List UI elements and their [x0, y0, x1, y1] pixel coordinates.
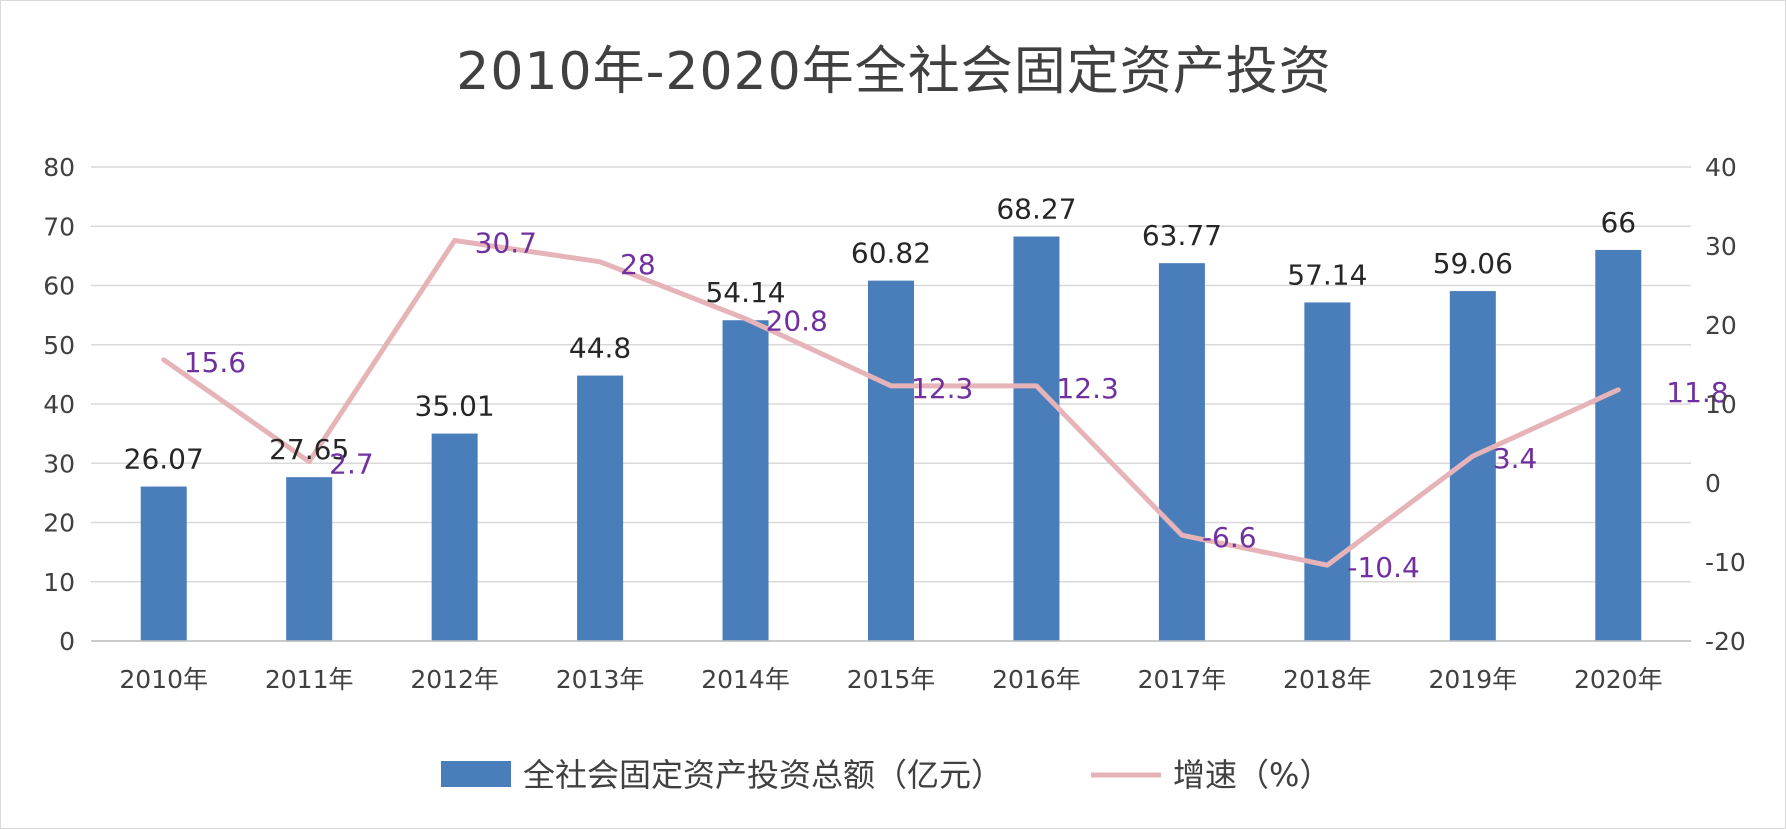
x-tick-label: 2016年	[992, 665, 1081, 694]
x-tick-label: 2012年	[410, 665, 499, 694]
y-left-tick-label: 0	[59, 627, 75, 656]
bar-data-label: 26.07	[124, 443, 204, 476]
chart-title: 2010年-2020年全社会固定资产投资	[456, 42, 1332, 102]
y-right-tick-label: 0	[1705, 469, 1721, 498]
line-series	[161, 237, 1621, 568]
y-right-tick-label: 10	[1705, 390, 1737, 419]
y-right-tick-label: -20	[1705, 627, 1746, 656]
line-data-label: 28	[620, 248, 656, 281]
bar-data-label: 57.14	[1287, 258, 1367, 291]
y-right-tick-label: -10	[1705, 548, 1746, 577]
bar-data-label: 27.65	[269, 433, 349, 466]
x-tick-label: 2020年	[1574, 665, 1663, 694]
bar-data-label: 44.8	[569, 332, 631, 365]
line-data-label: 3.4	[1493, 442, 1538, 475]
line-data-label: -10.4	[1347, 551, 1419, 584]
y-left-tick-label: 80	[43, 153, 75, 182]
bar	[140, 486, 187, 641]
y-left-tick-label: 20	[43, 509, 75, 538]
bar-data-label: 66	[1600, 206, 1636, 239]
bar-data-label: 63.77	[1142, 219, 1222, 252]
growth-line	[161, 237, 1621, 568]
x-tick-label: 2017年	[1138, 665, 1227, 694]
x-tick-label: 2014年	[701, 665, 790, 694]
bar-data-label: 60.82	[851, 237, 931, 270]
bar	[431, 433, 478, 641]
line-data-label: 11.8	[1666, 376, 1728, 409]
bar-data-label: 68.27	[996, 193, 1076, 226]
bar	[868, 280, 914, 641]
line-data-labels: 15.6 2.7 30.7 28 20.8 12.3 12.3 -6.6 -10.4 3.4 11.…	[184, 226, 1729, 584]
line-data-label: 12.3	[1056, 372, 1118, 405]
y-left-tick-label: 70	[43, 212, 75, 241]
x-tick-label: 2015年	[847, 665, 936, 694]
y-left-tick-label: 10	[43, 568, 75, 597]
legend-line-label: 增速（%）	[1173, 756, 1331, 794]
line-data-label: 30.7	[475, 226, 537, 259]
x-tick-label: 2013年	[556, 665, 645, 694]
line-data-label: -6.6	[1202, 521, 1257, 554]
y-left-tick-label: 30	[43, 449, 75, 478]
legend-bar-swatch	[441, 761, 511, 787]
bar-data-labels: 26.07 27.65 35.01 44.8 54.14 60.82 68.27 63.77 5…	[124, 193, 1636, 476]
line-data-label: 15.6	[184, 346, 246, 379]
y-left-tick-label: 40	[43, 390, 75, 419]
bar	[1013, 236, 1060, 641]
y-left-tick-label: 60	[43, 272, 75, 301]
legend: 全社会固定资产投资总额（亿元） 增速（%）	[441, 756, 1331, 794]
y-right-tick-label: 30	[1705, 232, 1737, 261]
bar-data-label: 59.06	[1433, 247, 1513, 280]
bar-data-label: 35.01	[415, 390, 495, 423]
bar	[286, 477, 333, 641]
bar	[577, 375, 624, 641]
y-left-tick-label: 50	[43, 331, 75, 360]
y-right-tick-label: 20	[1705, 311, 1737, 340]
bar	[1304, 302, 1351, 641]
x-tick-label: 2018年	[1283, 665, 1372, 694]
x-tick-label: 2011年	[265, 665, 354, 694]
bar	[1595, 249, 1642, 641]
bar-series	[140, 236, 1642, 641]
line-data-label: 12.3	[911, 372, 973, 405]
line-data-label: 20.8	[766, 305, 828, 338]
x-tick-label: 2010年	[119, 665, 208, 694]
bar-data-label: 54.14	[705, 276, 785, 309]
axes: 0 10 20 30 40 50 60 70 80 -20 -10 0 10 20 30 40 2010年 201…	[43, 153, 1746, 694]
x-tick-label: 2019年	[1429, 665, 1518, 694]
bar	[1158, 263, 1205, 641]
line-data-label: 2.7	[329, 448, 374, 481]
y-right-tick-label: 40	[1705, 153, 1737, 182]
legend-bar-label: 全社会固定资产投资总额（亿元）	[523, 756, 1003, 794]
bar	[722, 320, 769, 641]
